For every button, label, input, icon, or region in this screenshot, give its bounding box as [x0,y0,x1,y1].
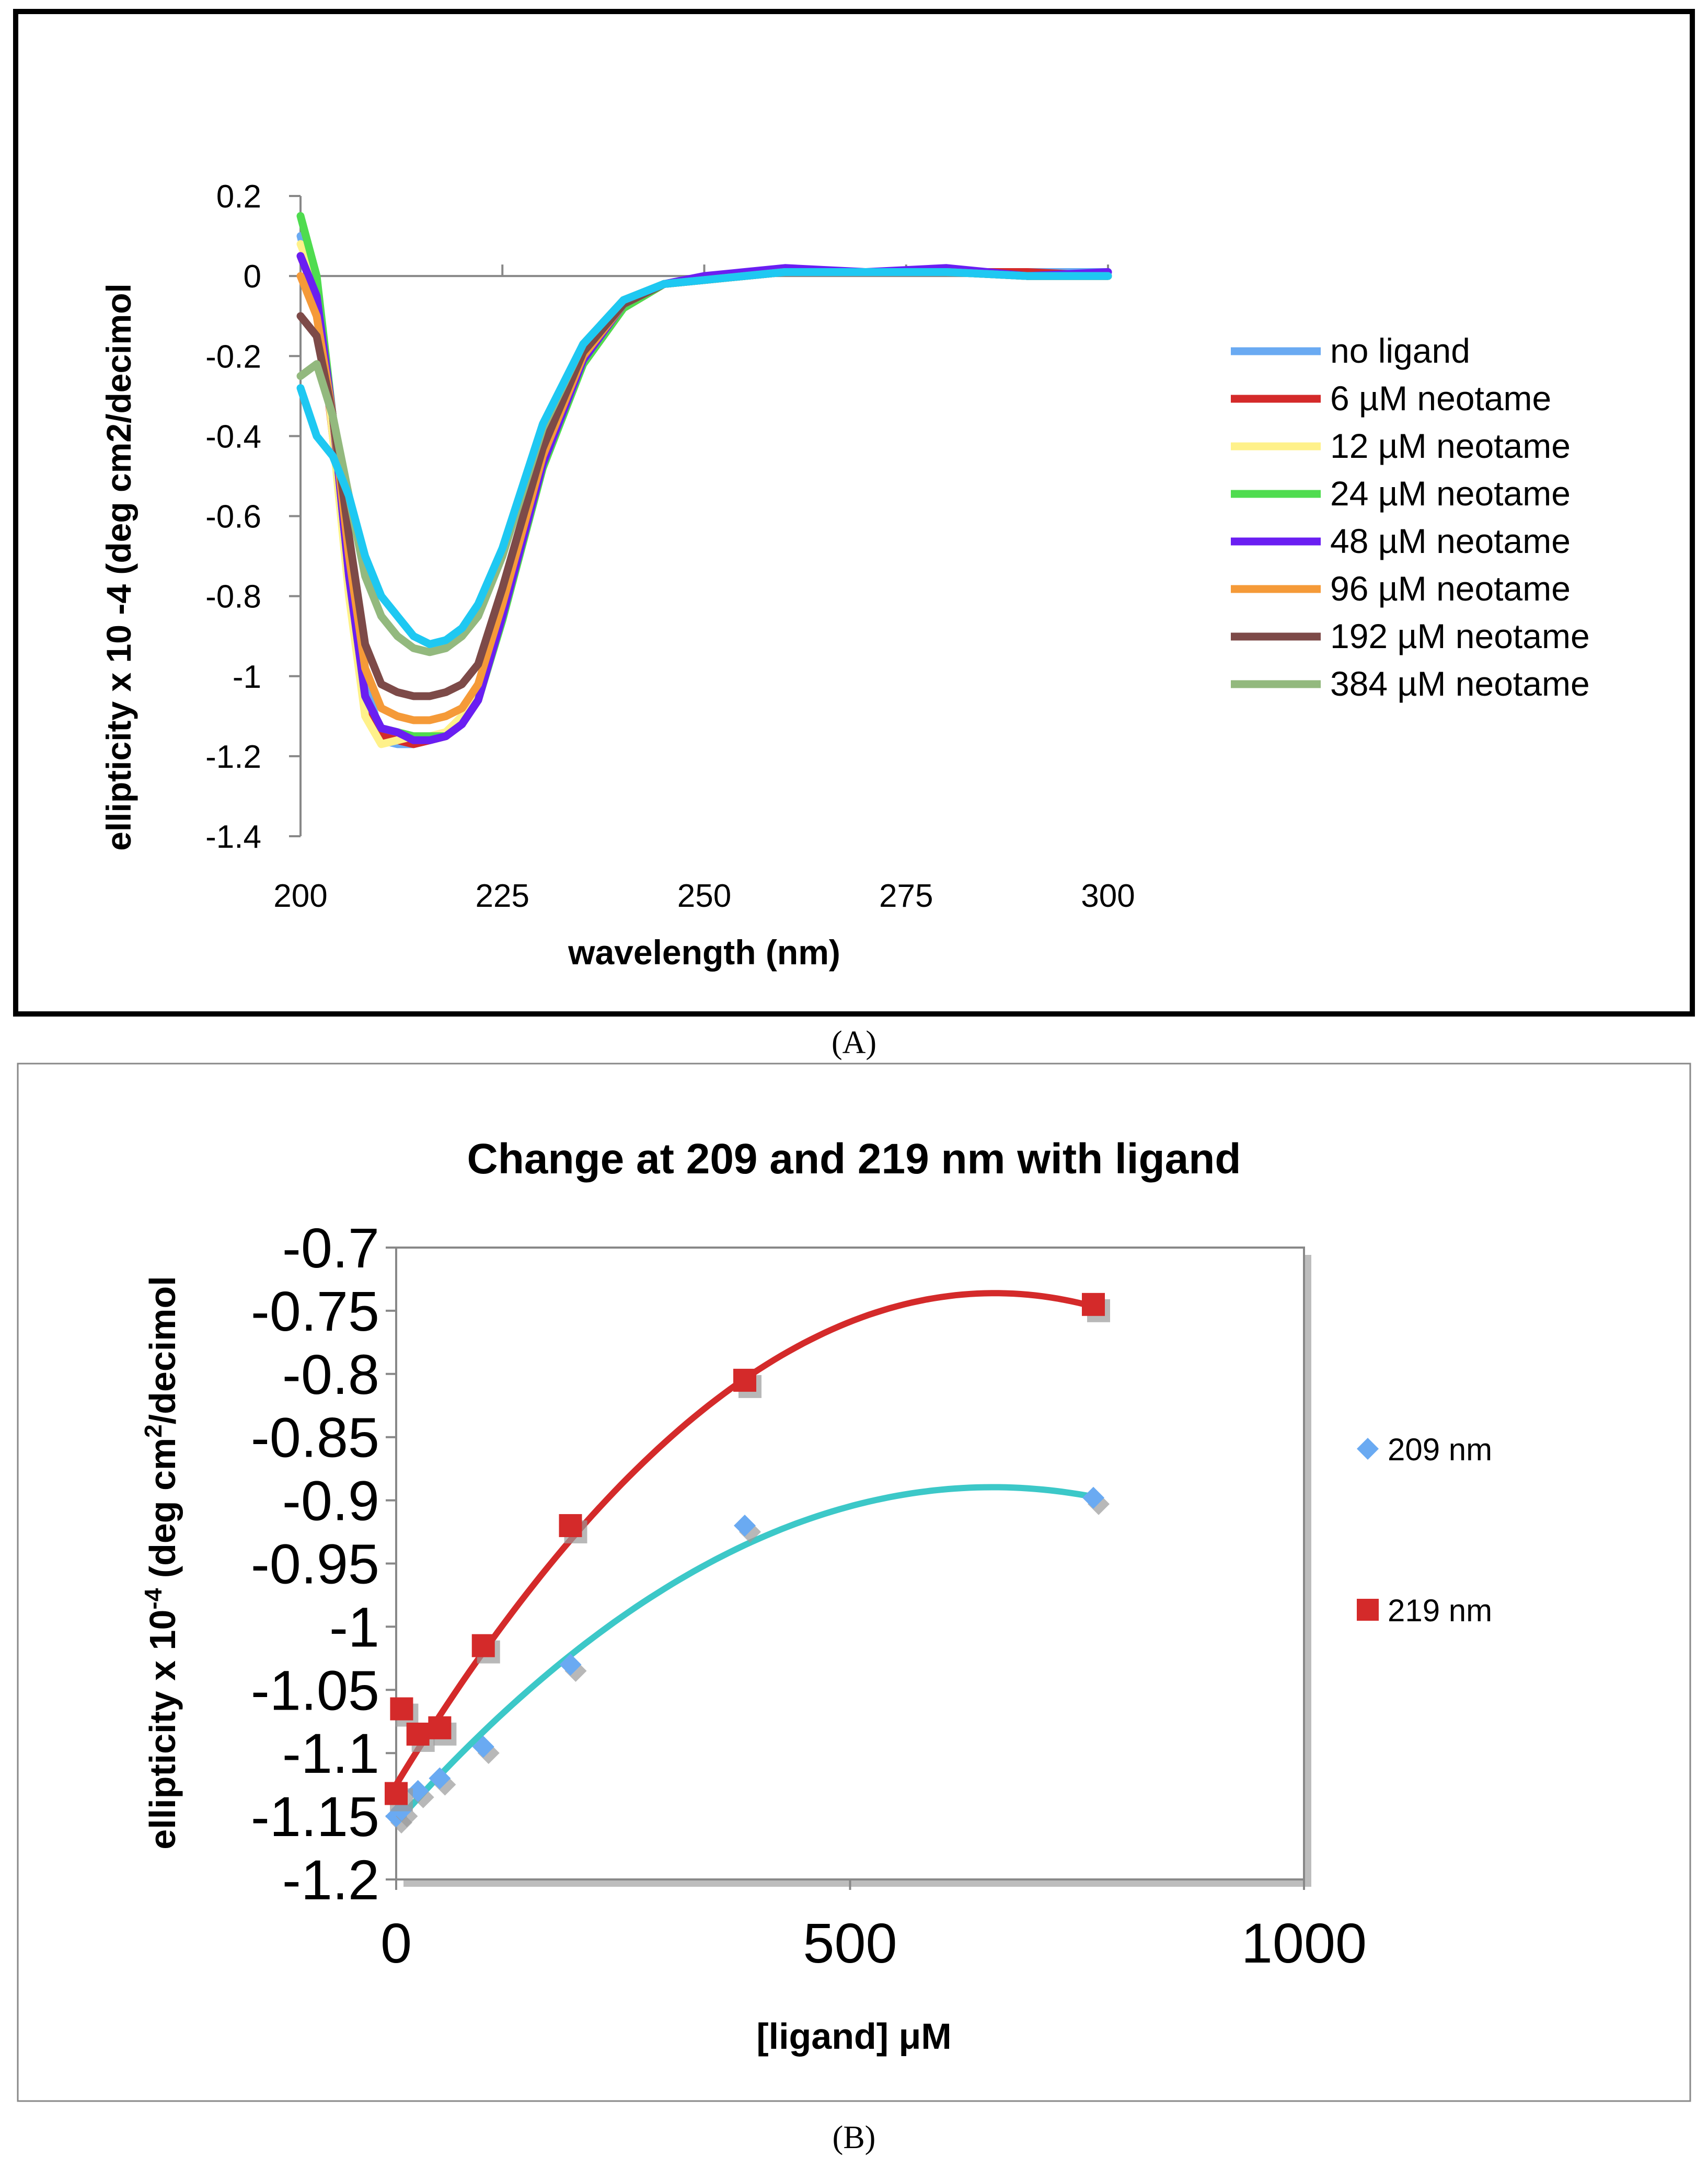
data-point-219-nm [385,1782,408,1805]
legend-label-219-nm: 219 nm [1388,1593,1492,1628]
data-point-219-nm [733,1368,757,1392]
y-tick-label: -0.8 [282,1343,379,1406]
data-point-219-nm [1082,1293,1105,1316]
data-point-209-nm [1082,1486,1105,1509]
panel-a-label: (A) [832,1025,876,1060]
x-tick-label: 500 [803,1911,897,1975]
legend-label-192-m-neotame: 192 µM neotame [1330,617,1590,655]
data-point-219-nm [559,1514,582,1537]
y-tick-label: -0.6 [205,499,261,535]
legend-label-12-m-neotame: 12 µM neotame [1330,426,1571,465]
legend-marker-209-nm [1357,1438,1379,1460]
panel-a-frame [13,9,1695,1017]
y-tick-label: -1.15 [251,1785,379,1848]
x-tick-label: 275 [879,878,933,914]
data-point-219-nm [471,1634,495,1657]
series-line-series-9 [296,268,1112,648]
x-tick-label: 250 [677,878,731,914]
y-tick-label: -0.85 [251,1406,379,1469]
y-tick-label: -1.1 [282,1722,379,1785]
data-point-219-nm [428,1716,452,1739]
plot-area [395,1247,1305,1880]
y-tick-label: -0.7 [282,1216,379,1279]
y-tick-label: -0.95 [251,1532,379,1596]
x-tick-label: 200 [273,878,327,914]
x-axis-title: wavelength (nm) [568,933,840,972]
x-tick-label: 225 [476,878,529,914]
data-point-209-nm [559,1653,582,1676]
trendline-209-nm [393,1484,1097,1826]
data-point-219-nm [406,1722,430,1746]
y-tick-label: 0.2 [216,179,261,215]
legend-label-384-m-neotame: 384 µM neotame [1330,664,1590,703]
y-tick-label: -1.4 [205,819,261,855]
y-tick-label: 0 [244,259,261,295]
legend-label-6-m-neotame: 6 µM neotame [1330,379,1551,418]
x-tick-label: 0 [380,1911,412,1975]
y-tick-label: -1.05 [251,1658,379,1722]
data-point-209-nm [472,1736,494,1758]
panel-a-chart: 0.2 0 -0.2 -0.4 -0.6 -0.8 -1 -1.2 -1.4 200 225 250 2… [99,179,1590,972]
data-point-209-nm [429,1767,451,1790]
y-axis-title: ellipticity x 10 -4 (deg cm2/decimol [99,283,138,851]
legend-label-24-m-neotame: 24 µM neotame [1330,474,1571,513]
panel-b-label: (B) [833,2120,876,2155]
data-point-209-nm [734,1514,756,1537]
y-tick-label: -0.8 [205,579,261,615]
legend-label-48-m-neotame: 48 µM neotame [1330,522,1571,560]
y-tick-label: -1.2 [282,1848,379,1911]
x-tick-label: 1000 [1241,1911,1367,1975]
x-tick-label: 300 [1081,878,1135,914]
y-tick-label: -1.2 [205,739,261,775]
y-tick-label: -0.4 [205,419,261,455]
legend-label-no-ligand: no ligand [1330,331,1470,370]
y-tick-label: -1 [329,1595,379,1658]
x-axis-title: [ligand] μM [756,2016,951,2057]
y-tick-label: -0.2 [205,339,261,375]
y-tick-label: -0.9 [282,1469,379,1532]
y-tick-label: -0.75 [251,1279,379,1343]
chart-title: Change at 209 and 219 nm with ligand [467,1135,1241,1183]
y-axis-title: ellipticity x 10-4 (deg cm2/decimol [140,1276,183,1849]
legend-marker-219-nm [1357,1599,1379,1621]
y-tick-label: -1 [233,659,261,695]
legend-label-96-m-neotame: 96 µM neotame [1330,569,1571,608]
legend-label-209-nm: 209 nm [1388,1432,1492,1467]
data-point-219-nm [390,1697,413,1721]
panel-b-chart: Change at 209 and 219 nm with ligand -0.7… [140,1135,1492,2057]
